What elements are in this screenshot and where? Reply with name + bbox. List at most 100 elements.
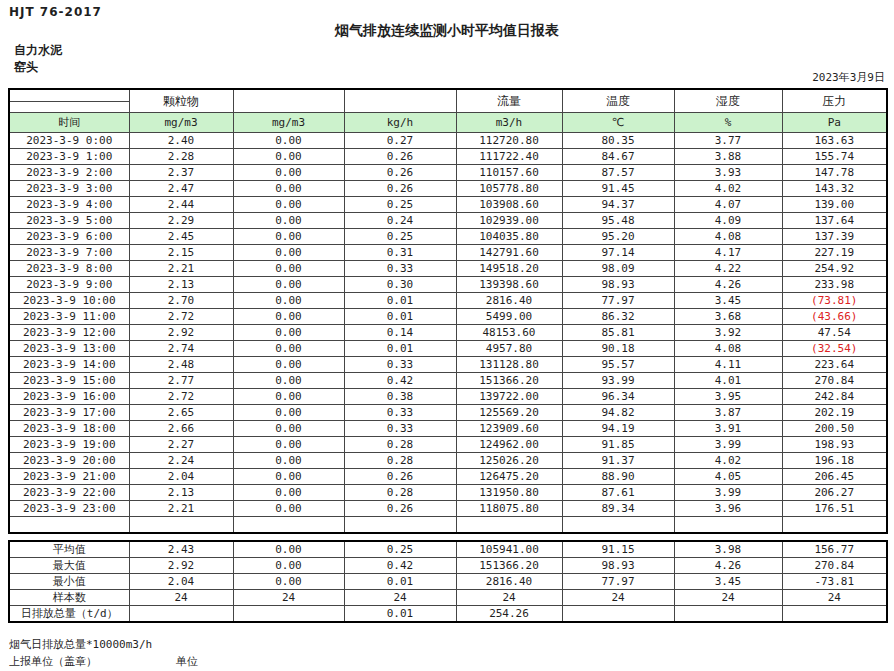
- value-cell: 4.11: [674, 357, 782, 373]
- value-cell: 0.26: [344, 149, 456, 165]
- unit-header-row: 时间 mg/m3 mg/m3 kg/h m3/h ℃ % Pa: [9, 113, 887, 133]
- group-header-flow: 流量: [456, 89, 562, 113]
- summary-label-cell: 日排放总量（t/d）: [9, 606, 129, 623]
- value-cell: 2.40: [129, 133, 233, 149]
- value-cell: 2.13: [129, 277, 233, 293]
- value-cell: 3.45: [674, 293, 782, 309]
- value-cell: 0.00: [233, 373, 344, 389]
- value-cell: 131950.80: [456, 485, 562, 501]
- value-cell: 2.27: [129, 437, 233, 453]
- value-cell: 89.34: [562, 501, 674, 517]
- table-row: 2023-3-9 15:002.770.000.42151366.2093.99…: [9, 373, 887, 389]
- value-cell: 0.00: [233, 197, 344, 213]
- value-cell: 2.21: [129, 501, 233, 517]
- table-row: 2023-3-9 23:002.210.000.26118075.8089.34…: [9, 501, 887, 517]
- table-row: [9, 517, 887, 534]
- value-cell: 3.88: [674, 149, 782, 165]
- summary-value-cell: 2816.40: [456, 574, 562, 590]
- group-header-pressure: 压力: [782, 89, 887, 113]
- summary-row: 最小值2.040.000.012816.4077.973.45-73.81: [9, 574, 887, 590]
- report-page: HJT 76-2017 烟气排放连续监测小时平均值日报表 自力水泥 窑头 202…: [0, 0, 894, 671]
- table-row: 2023-3-9 0:002.400.000.27112720.8080.353…: [9, 133, 887, 149]
- value-cell: 0.33: [344, 405, 456, 421]
- value-cell: 0.00: [233, 245, 344, 261]
- value-cell: 3.77: [674, 133, 782, 149]
- summary-value-cell: [782, 606, 887, 623]
- value-cell: 0.33: [344, 357, 456, 373]
- unit-header-m3h: m3/h: [456, 113, 562, 133]
- summary-value-cell: 24: [562, 590, 674, 606]
- unit-header-celsius: ℃: [562, 113, 674, 133]
- value-cell: 87.61: [562, 485, 674, 501]
- table-row: 2023-3-9 5:002.290.000.24102939.0095.484…: [9, 213, 887, 229]
- value-cell: 0.25: [344, 229, 456, 245]
- value-cell: 142791.60: [456, 245, 562, 261]
- report-title: 烟气排放连续监测小时平均值日报表: [0, 22, 894, 40]
- value-cell: 95.48: [562, 213, 674, 229]
- summary-value-cell: 0.42: [344, 558, 456, 574]
- value-cell: 139398.60: [456, 277, 562, 293]
- cell-divider: [10, 101, 129, 102]
- value-cell: 4957.80: [456, 341, 562, 357]
- table-row: 2023-3-9 16:002.720.000.38139722.0096.34…: [9, 389, 887, 405]
- value-cell: 0.00: [233, 261, 344, 277]
- time-cell: 2023-3-9 6:00: [9, 229, 129, 245]
- group-header-particulate: 颗粒物: [129, 89, 233, 113]
- summary-row: 最大值2.920.000.42151366.2098.934.26270.84: [9, 558, 887, 574]
- summary-value-cell: 0.00: [233, 558, 344, 574]
- value-cell: 270.84: [782, 373, 887, 389]
- value-cell: 4.02: [674, 181, 782, 197]
- value-cell: 0.30: [344, 277, 456, 293]
- summary-value-cell: 24: [129, 590, 233, 606]
- value-cell: 4.09: [674, 213, 782, 229]
- value-cell: 0.00: [233, 485, 344, 501]
- value-cell: 233.98: [782, 277, 887, 293]
- summary-label-cell: 最小值: [9, 574, 129, 590]
- value-cell: [782, 517, 887, 534]
- value-cell: 95.20: [562, 229, 674, 245]
- value-cell: 90.18: [562, 341, 674, 357]
- value-cell: 206.27: [782, 485, 887, 501]
- table-row: 2023-3-9 1:002.280.000.26111722.4084.673…: [9, 149, 887, 165]
- time-cell: 2023-3-9 1:00: [9, 149, 129, 165]
- summary-value-cell: 254.26: [456, 606, 562, 623]
- time-cell: 2023-3-9 22:00: [9, 485, 129, 501]
- time-cell: 2023-3-9 16:00: [9, 389, 129, 405]
- table-row: 2023-3-9 9:002.130.000.30139398.6098.934…: [9, 277, 887, 293]
- summary-value-cell: 2.04: [129, 574, 233, 590]
- report-unit-label: 上报单位（盖章）: [9, 655, 97, 668]
- value-cell: 2.44: [129, 197, 233, 213]
- value-cell: 0.27: [344, 133, 456, 149]
- value-cell: 3.68: [674, 309, 782, 325]
- value-cell: 102939.00: [456, 213, 562, 229]
- value-cell: 3.93: [674, 165, 782, 181]
- value-cell: 0.00: [233, 181, 344, 197]
- value-cell: 149518.20: [456, 261, 562, 277]
- value-cell: 3.96: [674, 501, 782, 517]
- summary-row: 日排放总量（t/d）0.01254.26: [9, 606, 887, 623]
- monitoring-point: 窑头: [14, 59, 38, 76]
- value-cell: 2.74: [129, 341, 233, 357]
- summary-value-cell: -73.81: [782, 574, 887, 590]
- value-cell: 0.01: [344, 309, 456, 325]
- table-row: 2023-3-9 8:002.210.000.33149518.2098.094…: [9, 261, 887, 277]
- value-cell: 103908.60: [456, 197, 562, 213]
- value-cell: 96.34: [562, 389, 674, 405]
- value-cell: 0.00: [233, 325, 344, 341]
- summary-value-cell: [233, 606, 344, 623]
- time-cell: 2023-3-9 0:00: [9, 133, 129, 149]
- time-cell: 2023-3-9 3:00: [9, 181, 129, 197]
- value-cell: 94.37: [562, 197, 674, 213]
- table-row: 2023-3-9 12:002.920.000.1448153.6085.813…: [9, 325, 887, 341]
- summary-value-cell: 0.01: [344, 574, 456, 590]
- time-cell: 2023-3-9 5:00: [9, 213, 129, 229]
- value-cell: 0.14: [344, 325, 456, 341]
- value-cell: [456, 517, 562, 534]
- table-row: 2023-3-9 13:002.740.000.014957.8090.184.…: [9, 341, 887, 357]
- value-cell: 3.87: [674, 405, 782, 421]
- value-cell: 2.70: [129, 293, 233, 309]
- time-cell: 2023-3-9 17:00: [9, 405, 129, 421]
- value-cell: [233, 517, 344, 534]
- value-cell: 196.18: [782, 453, 887, 469]
- value-cell: 87.57: [562, 165, 674, 181]
